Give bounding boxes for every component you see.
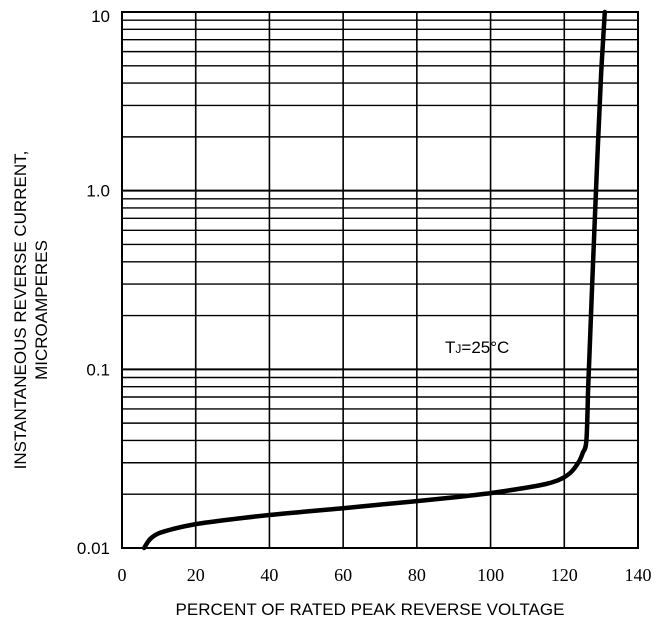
x-tick-label: 140 (625, 565, 652, 585)
x-tick-label: 0 (118, 565, 127, 585)
x-tick-labels: 0 20 40 60 80 100 120 140 (118, 565, 652, 585)
annotation-sub: J (455, 342, 461, 356)
y-axis-label-line1: INSTANTANEOUS REVERSE CURRENT, (11, 151, 30, 470)
annotation-main: T (445, 338, 455, 357)
y-axis-label-group-2: MICROAMPERES (32, 240, 51, 380)
y-tick-labels: 0.01 0.1 1.0 10 (77, 7, 110, 558)
x-tick-label: 40 (260, 565, 278, 585)
x-tick-label: 20 (187, 565, 205, 585)
y-tick-label: 0.1 (86, 360, 110, 379)
x-tick-label: 60 (334, 565, 352, 585)
annotation-temperature: TJ=25°C (445, 338, 509, 357)
y-tick-label: 0.01 (77, 539, 110, 558)
plot-frame (121, 11, 639, 549)
y-tick-label: 10 (91, 7, 110, 26)
x-axis-label: PERCENT OF RATED PEAK REVERSE VOLTAGE (176, 600, 565, 619)
x-tick-label: 80 (408, 565, 426, 585)
x-tick-label: 100 (477, 565, 504, 585)
y-tick-label: 1.0 (86, 182, 110, 201)
annotation-rest: =25°C (461, 338, 509, 357)
series-line (141, 9, 608, 551)
y-axis-label-group: INSTANTANEOUS REVERSE CURRENT, (11, 151, 30, 470)
grid (121, 11, 639, 549)
x-tick-label: 120 (551, 565, 578, 585)
y-axis-label-line2: MICROAMPERES (32, 240, 51, 380)
